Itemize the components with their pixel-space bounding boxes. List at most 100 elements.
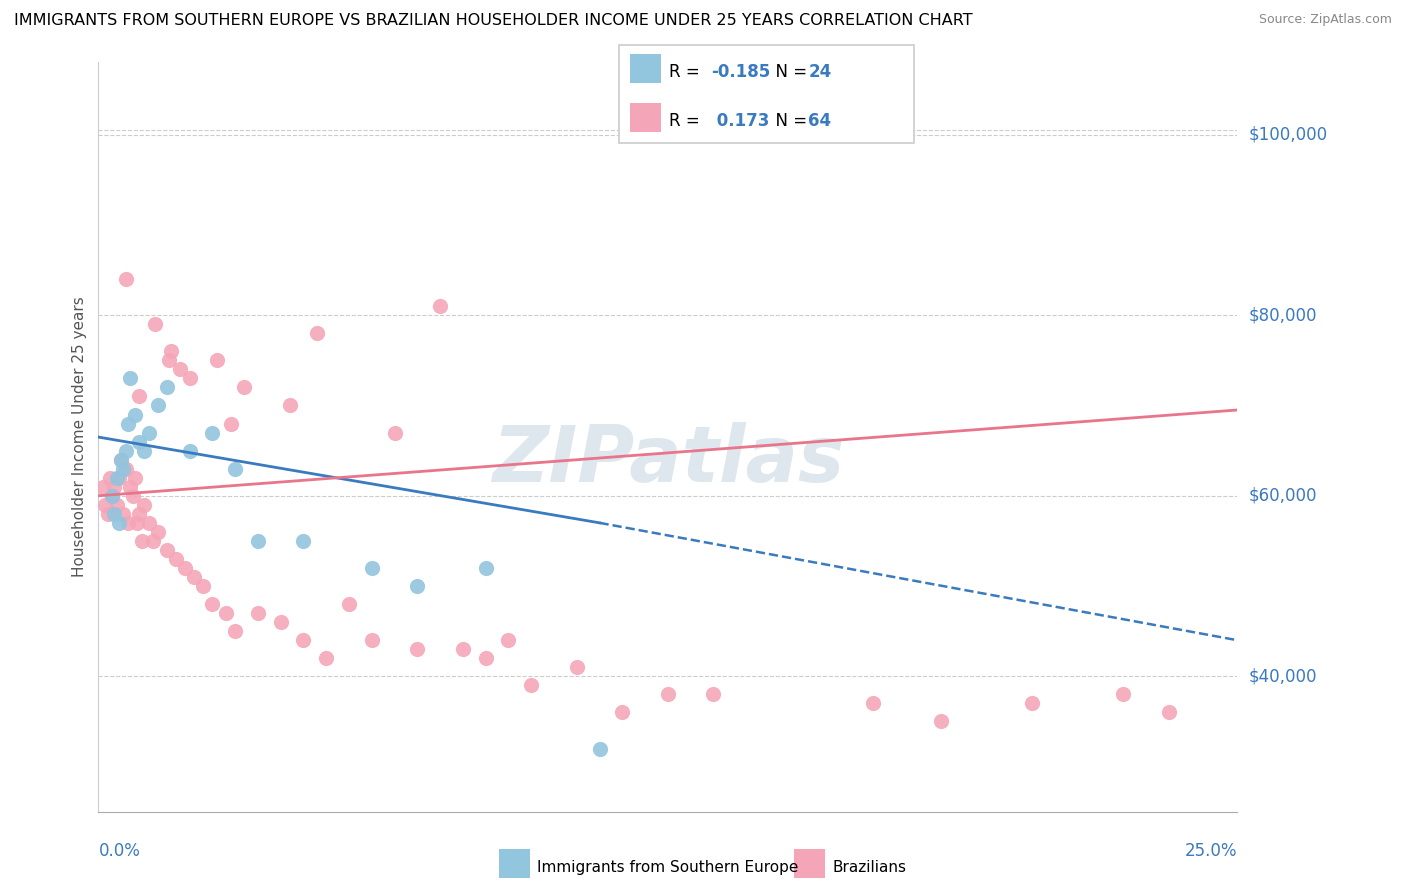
Point — [156, 380, 179, 394]
Point — [131, 533, 153, 548]
Point — [205, 353, 228, 368]
Point — [498, 633, 520, 648]
Text: 25.0%: 25.0% — [1185, 842, 1237, 860]
Point — [219, 417, 242, 431]
Point — [117, 417, 139, 431]
Point — [105, 471, 128, 485]
Point — [108, 516, 131, 530]
Point — [165, 552, 187, 566]
Point — [96, 507, 118, 521]
Point — [360, 633, 382, 648]
Point — [110, 452, 132, 467]
Text: 24: 24 — [808, 63, 832, 81]
Point — [702, 687, 724, 701]
Point — [108, 471, 131, 485]
Point — [384, 425, 406, 440]
Text: R =: R = — [669, 63, 706, 81]
Text: Immigrants from Southern Europe: Immigrants from Southern Europe — [537, 860, 799, 874]
Point — [929, 714, 952, 729]
Y-axis label: Householder Income Under 25 years: Householder Income Under 25 years — [72, 297, 87, 577]
Point — [292, 533, 315, 548]
Point — [862, 697, 884, 711]
Point — [246, 606, 269, 620]
Point — [117, 516, 139, 530]
Point — [224, 624, 246, 639]
Point — [1112, 687, 1135, 701]
Point — [145, 317, 167, 331]
Point — [157, 353, 180, 368]
Point — [103, 507, 125, 521]
Point — [520, 678, 543, 692]
Point — [105, 498, 128, 512]
Point — [565, 660, 588, 674]
Point — [114, 272, 136, 286]
Text: 0.173: 0.173 — [711, 112, 770, 130]
Point — [124, 408, 146, 422]
Text: $60,000: $60,000 — [1249, 487, 1317, 505]
Text: ZIPatlas: ZIPatlas — [492, 422, 844, 498]
Point — [429, 299, 451, 313]
Point — [128, 507, 150, 521]
Point — [124, 471, 146, 485]
Point — [406, 579, 429, 593]
Text: $100,000: $100,000 — [1249, 126, 1327, 144]
Text: R =: R = — [669, 112, 706, 130]
Point — [193, 579, 215, 593]
Point — [270, 615, 292, 629]
Point — [101, 489, 124, 503]
Point — [112, 461, 135, 475]
Point — [160, 344, 183, 359]
Point — [112, 507, 135, 521]
Point — [103, 480, 125, 494]
Point — [201, 425, 224, 440]
Point — [120, 480, 142, 494]
Point — [657, 687, 679, 701]
Point — [114, 461, 136, 475]
Point — [474, 651, 496, 665]
Text: 0.0%: 0.0% — [98, 842, 141, 860]
Point — [94, 498, 117, 512]
Point — [474, 561, 496, 575]
Point — [183, 570, 205, 584]
Point — [179, 371, 201, 385]
Point — [146, 399, 169, 413]
Point — [292, 633, 315, 648]
Text: N =: N = — [765, 63, 813, 81]
Point — [201, 597, 224, 611]
Point — [360, 561, 382, 575]
Text: -0.185: -0.185 — [711, 63, 770, 81]
Text: $80,000: $80,000 — [1249, 306, 1317, 324]
Point — [215, 606, 238, 620]
Text: $40,000: $40,000 — [1249, 667, 1317, 685]
Point — [110, 452, 132, 467]
Point — [128, 389, 150, 403]
Point — [233, 380, 256, 394]
Point — [315, 651, 337, 665]
Point — [138, 516, 160, 530]
Point — [128, 434, 150, 449]
Point — [138, 425, 160, 440]
Point — [91, 480, 114, 494]
Point — [120, 371, 142, 385]
Point — [307, 326, 329, 341]
Point — [1021, 697, 1043, 711]
Point — [612, 706, 634, 720]
Point — [114, 443, 136, 458]
Point — [1157, 706, 1180, 720]
Point — [146, 524, 169, 539]
Point — [142, 533, 165, 548]
Point — [98, 471, 121, 485]
Point — [174, 561, 197, 575]
Point — [127, 516, 149, 530]
Point — [132, 498, 155, 512]
Text: 64: 64 — [808, 112, 831, 130]
Point — [278, 399, 301, 413]
Text: Source: ZipAtlas.com: Source: ZipAtlas.com — [1258, 13, 1392, 27]
Point — [169, 362, 191, 376]
Point — [224, 461, 246, 475]
Point — [451, 642, 474, 657]
Text: N =: N = — [765, 112, 813, 130]
Point — [246, 533, 269, 548]
Text: Brazilians: Brazilians — [832, 860, 907, 874]
Point — [588, 741, 610, 756]
